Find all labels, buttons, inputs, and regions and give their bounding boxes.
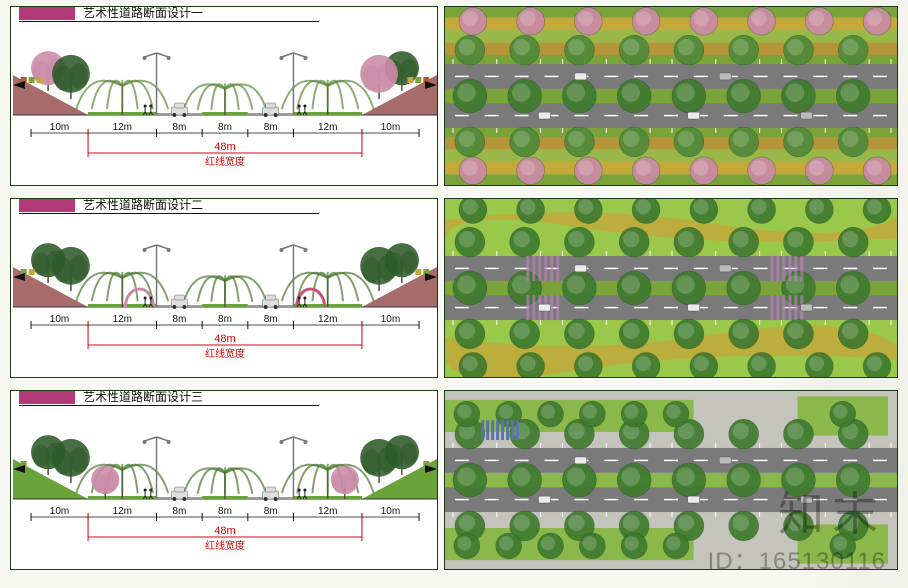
plan-view-panel (444, 390, 898, 570)
title-square (47, 390, 61, 404)
svg-text:8m: 8m (264, 314, 278, 325)
panel-title: 艺术性道路断面设计三 (79, 390, 209, 405)
svg-text:8m: 8m (172, 122, 186, 133)
svg-text:12m: 12m (318, 314, 337, 325)
title-square (33, 6, 47, 20)
design-row-3: 艺术性道路断面设计三 10m 12m 8m 8m 8m 12m 10m 48m 红线宽度 (10, 390, 898, 570)
svg-text:10m: 10m (50, 122, 69, 133)
title-square (61, 390, 75, 404)
svg-text:红线宽度: 红线宽度 (205, 155, 245, 168)
svg-text:8m: 8m (264, 506, 278, 517)
svg-text:12m: 12m (318, 122, 337, 133)
title-square (61, 6, 75, 20)
title-square (47, 6, 61, 20)
cross-section-panel: 艺术性道路断面设计三 10m 12m 8m 8m 8m 12m 10m 48m 红线宽度 (10, 390, 438, 570)
svg-text:8m: 8m (218, 506, 232, 517)
svg-text:红线宽度: 红线宽度 (205, 347, 245, 360)
title-square (47, 198, 61, 212)
title-square (61, 198, 75, 212)
panel-title-bar: 艺术性道路断面设计二 (19, 198, 209, 213)
title-square (33, 198, 47, 212)
svg-text:12m: 12m (113, 506, 132, 517)
cross-section-panel: 艺术性道路断面设计二 10m 12m 8m 8m 8m 12m 10m 48m 红线宽度 (10, 198, 438, 378)
plan-view-panel (444, 6, 898, 186)
title-square (19, 198, 33, 212)
svg-text:10m: 10m (381, 506, 400, 517)
svg-text:48m: 48m (214, 333, 235, 345)
title-square (33, 390, 47, 404)
title-square (19, 390, 33, 404)
svg-text:10m: 10m (381, 122, 400, 133)
title-color-squares (19, 198, 75, 212)
design-row-2: 艺术性道路断面设计二 10m 12m 8m 8m 8m 12m 10m 48m 红线宽度 (10, 198, 898, 378)
panel-title: 艺术性道路断面设计二 (79, 198, 209, 213)
svg-text:8m: 8m (172, 506, 186, 517)
svg-text:12m: 12m (113, 314, 132, 325)
title-color-squares (19, 390, 75, 404)
title-color-squares (19, 6, 75, 20)
panel-title-bar: 艺术性道路断面设计三 (19, 390, 209, 405)
svg-text:10m: 10m (381, 314, 400, 325)
svg-text:48m: 48m (214, 141, 235, 153)
svg-text:10m: 10m (50, 506, 69, 517)
title-square (19, 6, 33, 20)
plan-view-panel (444, 198, 898, 378)
svg-text:12m: 12m (318, 506, 337, 517)
svg-text:红线宽度: 红线宽度 (205, 539, 245, 552)
design-row-1: 艺术性道路断面设计一 10m 12m 8m 8m 8m 12m 10m 48m 红线宽度 (10, 6, 898, 186)
svg-text:8m: 8m (172, 314, 186, 325)
svg-text:48m: 48m (214, 525, 235, 537)
svg-text:12m: 12m (113, 122, 132, 133)
cross-section-panel: 艺术性道路断面设计一 10m 12m 8m 8m 8m 12m 10m 48m 红线宽度 (10, 6, 438, 186)
panel-title-bar: 艺术性道路断面设计一 (19, 6, 209, 21)
panel-title: 艺术性道路断面设计一 (79, 6, 209, 21)
svg-text:8m: 8m (264, 122, 278, 133)
svg-text:8m: 8m (218, 314, 232, 325)
svg-text:8m: 8m (218, 122, 232, 133)
svg-text:10m: 10m (50, 314, 69, 325)
